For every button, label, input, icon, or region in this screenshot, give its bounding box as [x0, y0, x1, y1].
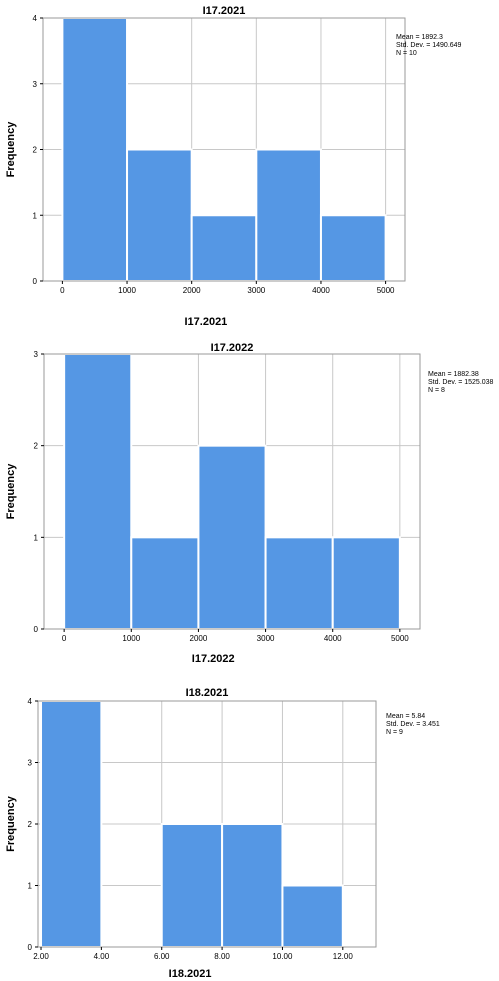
chart3-ytick-label: 0	[28, 943, 33, 952]
chart3-xtick-label: 2.00	[33, 952, 49, 961]
chart1-bar	[319, 214, 387, 282]
chart2-bar	[197, 444, 267, 630]
chart1-ytick-label: 4	[33, 14, 38, 23]
chart1-xtick-label: 1000	[118, 286, 136, 295]
chart3-stat-line: Std. Dev. = 3.451	[386, 721, 440, 728]
chart2-stat-line: Std. Dev. = 1525.038	[428, 379, 494, 386]
chart2-ytick-label: 1	[34, 533, 39, 542]
chart1-bar	[61, 17, 129, 282]
chart2-ytick-label: 0	[34, 625, 39, 634]
chart2-xtick-label: 2000	[190, 634, 208, 643]
chart3-ytick-label: 4	[28, 697, 33, 706]
chart3-stat-line: Mean = 5.84	[386, 713, 425, 720]
chart2-xtick-label: 3000	[257, 634, 275, 643]
chart3-x-axis-title: I18.2021	[169, 968, 212, 980]
chart3-xtick-label: 8.00	[214, 952, 230, 961]
chart2-bar	[331, 536, 401, 630]
chart3-title: I18.2021	[186, 687, 229, 699]
chart3-bar	[221, 823, 284, 948]
chart3-bar	[40, 700, 103, 948]
chart2-stat-line: Mean = 1882.38	[428, 371, 479, 378]
chart1-stat-line: Mean = 1892.3	[396, 34, 443, 41]
chart2-title: I17.2022	[211, 342, 254, 354]
chart3-bar	[160, 823, 224, 948]
chart2-xtick-label: 0	[62, 634, 67, 643]
chart1-bar	[126, 148, 193, 282]
chart1-stat-line: Std. Dev. = 1490.649	[396, 42, 462, 49]
chart1-ytick-label: 0	[33, 277, 38, 286]
chart1-title: I17.2021	[203, 5, 246, 17]
chart2-xtick-label: 4000	[324, 634, 342, 643]
chart1-xtick-label: 3000	[247, 286, 265, 295]
chart2-xtick-label: 5000	[391, 634, 409, 643]
chart3-stat-line: N = 9	[386, 729, 403, 736]
chart1-y-axis-title: Frequency	[5, 121, 17, 178]
chart2-x-axis-title: I17.2022	[192, 653, 235, 665]
chart3-y-axis-title: Frequency	[5, 795, 17, 852]
chart1-ytick-label: 1	[33, 211, 38, 220]
chart2-bar	[130, 536, 200, 630]
chart2-y-axis-title: Frequency	[5, 463, 17, 520]
chart3-ytick-label: 3	[28, 759, 33, 768]
chart2-stat-line: N = 8	[428, 387, 445, 394]
chart3-ytick-label: 2	[28, 820, 33, 829]
chart3-xtick-label: 4.00	[94, 952, 110, 961]
chart2-ytick-label: 3	[34, 350, 39, 359]
chart1-xtick-label: 5000	[377, 286, 395, 295]
chart1-x-axis-title: I17.2021	[184, 316, 227, 328]
chart1-bar	[190, 214, 258, 282]
chart3-bar	[281, 884, 344, 948]
chart2-plot-frame	[43, 353, 421, 630]
chart1-xtick-label: 4000	[312, 286, 330, 295]
chart3-ytick-label: 1	[28, 882, 33, 891]
chart2-ytick-label: 2	[34, 442, 39, 451]
chart1-ytick-label: 2	[33, 146, 38, 155]
chart1-xtick-label: 2000	[183, 286, 201, 295]
chart1-ytick-label: 3	[33, 80, 38, 89]
chart1-stat-line: N = 10	[396, 50, 417, 57]
chart3-xtick-label: 12.00	[333, 952, 354, 961]
chart2-bar	[264, 536, 334, 630]
chart2-bar	[63, 353, 133, 630]
chart3-xtick-label: 10.00	[272, 952, 293, 961]
chart1-xtick-label: 0	[60, 286, 65, 295]
chart3-xtick-label: 6.00	[154, 952, 170, 961]
chart2-xtick-label: 1000	[122, 634, 140, 643]
chart1-bar	[255, 148, 322, 282]
